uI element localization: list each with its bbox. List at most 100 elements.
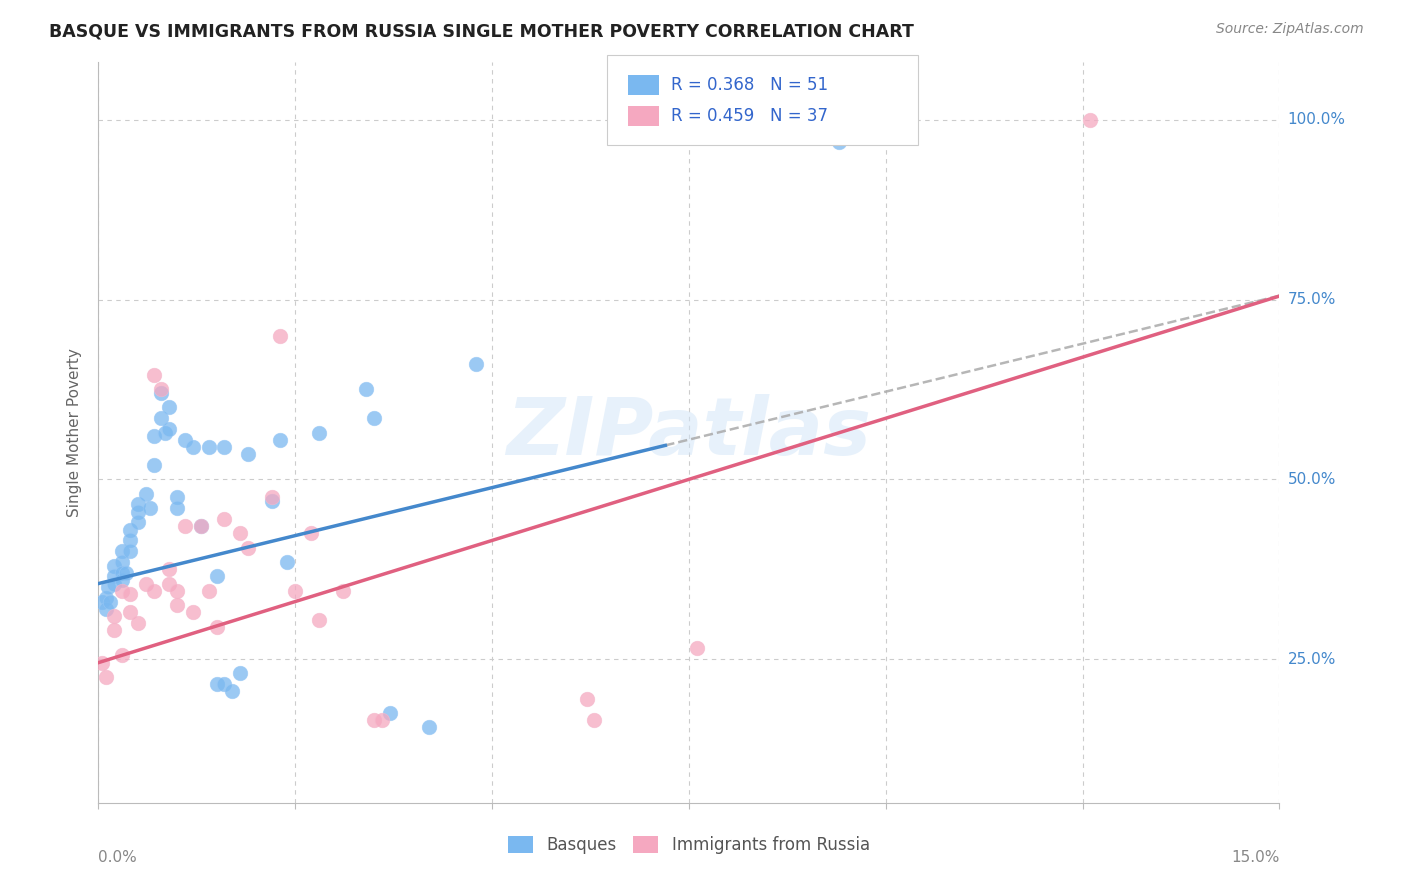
Point: [269, 328, 291, 343]
Point: [269, 433, 291, 447]
Point: [686, 641, 709, 656]
Point: [142, 583, 165, 598]
Point: [827, 135, 849, 149]
Point: [363, 411, 385, 425]
Point: [229, 526, 252, 541]
Point: [284, 583, 307, 598]
Point: [260, 494, 283, 508]
Text: Source: ZipAtlas.com: Source: ZipAtlas.com: [1216, 22, 1364, 37]
Point: [418, 720, 440, 734]
Point: [150, 411, 173, 425]
Point: [181, 605, 204, 619]
Point: [166, 598, 188, 612]
Point: [157, 401, 180, 415]
Point: [157, 576, 180, 591]
Point: [166, 501, 188, 516]
Point: [103, 608, 125, 623]
Point: [127, 498, 149, 512]
Point: [118, 587, 141, 601]
Point: [229, 666, 252, 681]
Text: 100.0%: 100.0%: [1288, 112, 1346, 128]
Point: [111, 583, 134, 598]
Point: [127, 505, 149, 519]
Text: 0.0%: 0.0%: [98, 849, 138, 864]
Point: [97, 580, 120, 594]
Point: [135, 486, 157, 500]
Point: [260, 491, 283, 505]
Point: [465, 357, 488, 371]
Point: [118, 523, 141, 537]
Y-axis label: Single Mother Poverty: Single Mother Poverty: [67, 348, 83, 517]
Point: [98, 594, 121, 608]
Point: [1080, 112, 1102, 127]
Point: [103, 558, 125, 573]
Point: [236, 447, 259, 461]
Point: [214, 512, 236, 526]
Point: [197, 583, 219, 598]
Point: [214, 440, 236, 454]
Point: [111, 573, 134, 587]
Point: [299, 526, 322, 541]
Point: [127, 616, 149, 631]
Point: [155, 425, 177, 440]
Point: [583, 713, 606, 727]
Point: [214, 677, 236, 691]
Point: [127, 516, 149, 530]
Point: [142, 458, 165, 472]
Point: [103, 576, 125, 591]
Point: [91, 656, 114, 670]
Point: [575, 691, 598, 706]
Point: [371, 713, 394, 727]
Point: [181, 440, 204, 454]
Point: [118, 533, 141, 548]
Point: [142, 429, 165, 443]
Point: [138, 501, 160, 516]
Point: [205, 569, 228, 583]
Point: [111, 648, 134, 663]
Point: [157, 422, 180, 436]
Point: [276, 555, 298, 569]
Point: [174, 519, 197, 533]
Point: [111, 555, 134, 569]
Point: [150, 386, 173, 401]
Point: [135, 576, 157, 591]
Text: R = 0.459   N = 37: R = 0.459 N = 37: [671, 107, 828, 125]
Point: [332, 583, 354, 598]
Point: [91, 594, 114, 608]
Point: [103, 569, 125, 583]
Point: [96, 670, 118, 684]
Point: [103, 624, 125, 638]
Point: [205, 677, 228, 691]
Legend: Basques, Immigrants from Russia: Basques, Immigrants from Russia: [502, 830, 876, 861]
Text: 50.0%: 50.0%: [1288, 472, 1336, 487]
Point: [96, 591, 118, 605]
Point: [190, 519, 212, 533]
Point: [174, 433, 197, 447]
Point: [111, 544, 134, 558]
Point: [142, 368, 165, 383]
Text: R = 0.368   N = 51: R = 0.368 N = 51: [671, 76, 828, 94]
Point: [166, 491, 188, 505]
Point: [221, 684, 243, 698]
Point: [150, 383, 173, 397]
Point: [118, 544, 141, 558]
Point: [118, 605, 141, 619]
Point: [378, 706, 401, 720]
Point: [308, 613, 330, 627]
Point: [115, 566, 138, 580]
Point: [363, 713, 385, 727]
Point: [354, 383, 377, 397]
Text: BASQUE VS IMMIGRANTS FROM RUSSIA SINGLE MOTHER POVERTY CORRELATION CHART: BASQUE VS IMMIGRANTS FROM RUSSIA SINGLE …: [49, 22, 914, 40]
Point: [166, 583, 188, 598]
Point: [190, 519, 212, 533]
Point: [308, 425, 330, 440]
Point: [197, 440, 219, 454]
Point: [96, 601, 118, 615]
Point: [157, 562, 180, 576]
Point: [205, 620, 228, 634]
Text: 25.0%: 25.0%: [1288, 651, 1336, 666]
Point: [236, 541, 259, 555]
Text: 15.0%: 15.0%: [1232, 849, 1279, 864]
Text: ZIPatlas: ZIPatlas: [506, 393, 872, 472]
Text: 75.0%: 75.0%: [1288, 293, 1336, 307]
